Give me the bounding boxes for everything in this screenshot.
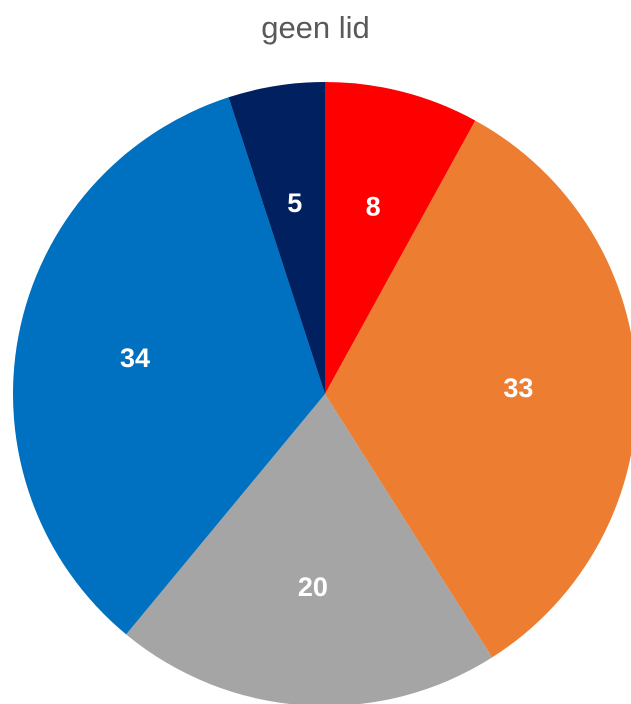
- pie-slice-5: [228, 82, 325, 394]
- data-label-33: 33: [503, 373, 533, 403]
- data-label-5: 5: [287, 188, 302, 218]
- pie-slice-34: [12, 97, 325, 635]
- chart-title: geen lid: [261, 10, 370, 45]
- data-label-20: 20: [298, 572, 328, 602]
- pie-slices: [12, 82, 631, 704]
- pie-data-labels: 8 33 20 34 5: [120, 188, 533, 602]
- pie-slice-33: [325, 120, 631, 658]
- data-label-34: 34: [120, 343, 150, 373]
- data-label-8: 8: [366, 192, 381, 222]
- pie-slice-8: [325, 82, 476, 394]
- pie-slice-20: [126, 394, 493, 704]
